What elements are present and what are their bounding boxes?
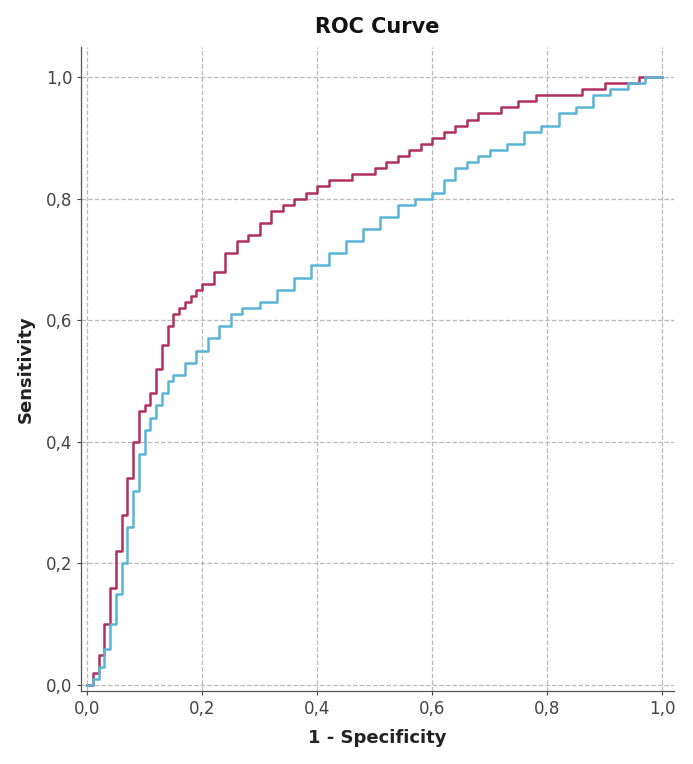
Title: ROC Curve: ROC Curve xyxy=(315,17,439,37)
X-axis label: 1 - Specificity: 1 - Specificity xyxy=(308,730,447,747)
Y-axis label: Sensitivity: Sensitivity xyxy=(17,315,35,422)
